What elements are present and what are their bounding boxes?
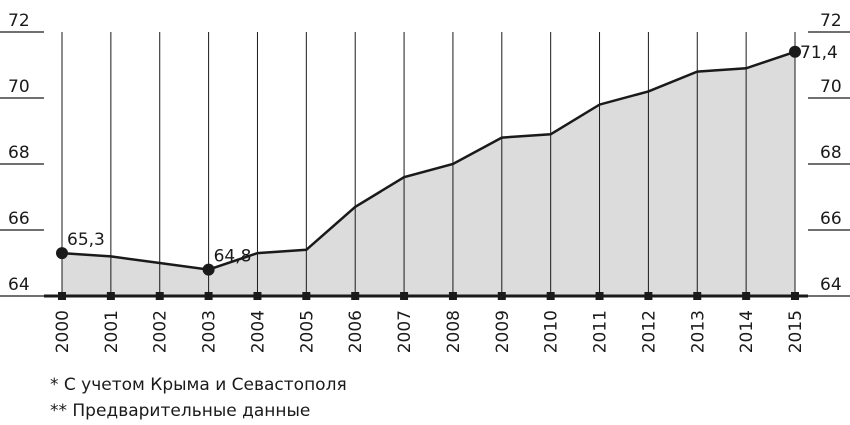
y2-tick-label: 66 bbox=[820, 209, 842, 229]
x-tick bbox=[448, 292, 457, 300]
data-label: 64,8 bbox=[214, 247, 252, 267]
y2-tick-label: 72 bbox=[820, 11, 842, 31]
x-tick-label: 2012 bbox=[639, 310, 659, 353]
x-tick bbox=[546, 292, 555, 300]
y-tick-label: 64 bbox=[8, 275, 30, 295]
x-tick bbox=[400, 292, 409, 300]
x-tick bbox=[302, 292, 311, 300]
point bbox=[789, 45, 801, 58]
data-label: 71,4 bbox=[800, 43, 838, 63]
x-tick-label: 2002 bbox=[151, 310, 171, 353]
x-tick-label: 2006 bbox=[346, 310, 366, 353]
x-tick bbox=[742, 292, 751, 300]
x-tick bbox=[204, 292, 213, 300]
x-tick bbox=[106, 292, 115, 300]
line bbox=[61, 50, 796, 271]
x-tick-label: 2009 bbox=[493, 310, 513, 353]
x-tick bbox=[791, 292, 799, 300]
x-tick bbox=[497, 292, 506, 300]
x-tick bbox=[644, 292, 653, 300]
x-tick-label: 2010 bbox=[542, 310, 562, 353]
x-tick-label: 2005 bbox=[297, 310, 317, 353]
x-tick bbox=[155, 292, 164, 300]
x-tick-label: 2013 bbox=[688, 310, 708, 353]
x-tick bbox=[253, 292, 262, 300]
x-tick-label: 2003 bbox=[200, 310, 220, 353]
x-tick bbox=[595, 292, 604, 300]
x-tick-label: 2004 bbox=[248, 310, 268, 353]
y2-tick-label: 64 bbox=[820, 275, 842, 295]
x-tick-label: 2000 bbox=[53, 310, 73, 353]
x-tick bbox=[351, 292, 360, 300]
y-tick-label: 68 bbox=[8, 143, 30, 163]
x-tick-label: 2007 bbox=[395, 310, 415, 353]
x-tick-label: 2014 bbox=[737, 310, 757, 353]
y-tick-label: 70 bbox=[8, 77, 30, 97]
y2-tick-label: 70 bbox=[820, 77, 842, 97]
y2-tick-label: 68 bbox=[820, 143, 842, 163]
x-tick bbox=[58, 292, 66, 300]
x-tick-label: 2011 bbox=[591, 310, 611, 353]
x-tick-label: 2001 bbox=[102, 310, 122, 353]
point bbox=[56, 247, 68, 260]
x-tick-label: 2015 bbox=[786, 310, 806, 353]
point bbox=[202, 263, 215, 276]
x-tick-label: 2008 bbox=[444, 310, 464, 353]
y-tick-label: 72 bbox=[8, 11, 30, 31]
data-label: 65,3 bbox=[67, 230, 105, 250]
footnote: ** Предварительные данные bbox=[50, 401, 310, 421]
area bbox=[62, 51, 795, 296]
footnote: * С учетом Крыма и Севастополя bbox=[50, 375, 347, 395]
y-tick-label: 66 bbox=[8, 209, 30, 229]
x-tick bbox=[693, 292, 702, 300]
